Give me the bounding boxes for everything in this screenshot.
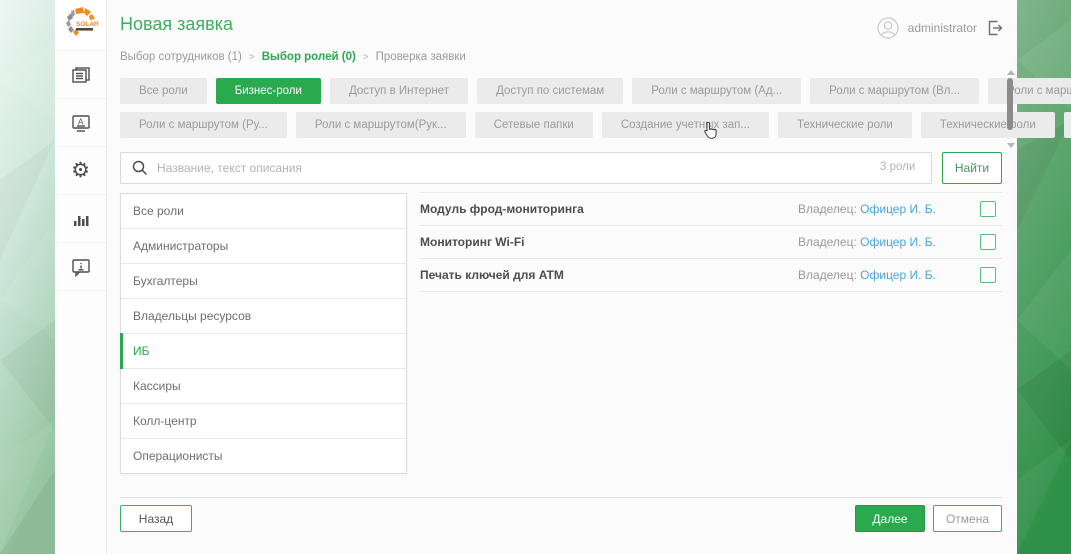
page-title: Новая заявка: [120, 14, 233, 34]
documents-icon: [71, 66, 90, 83]
role-owner: Владелец: Офицер И. Б.: [798, 235, 936, 249]
scroll-up-arrow-icon[interactable]: [1006, 70, 1015, 75]
owner-link[interactable]: Офицер И. Б.: [860, 235, 936, 249]
filter-tab-technical-roles-2[interactable]: Технические роли: [920, 112, 1055, 138]
role-name: Печать ключей для ATM: [420, 268, 564, 282]
filter-tab-route-ru1[interactable]: Роли с маршрутом (Ру...: [988, 78, 1071, 104]
filter-tabs-row2: Роли с маршрутом (Ру... Роли с маршрутом…: [120, 112, 1071, 138]
category-item-operators[interactable]: Операционисты: [121, 439, 406, 473]
role-name: Мониторинг Wi-Fi: [420, 235, 525, 249]
cancel-button[interactable]: Отмена: [933, 505, 1002, 532]
category-item-resource-owners[interactable]: Владельцы ресурсов: [121, 299, 406, 334]
role-row[interactable]: Печать ключей для ATM Владелец: Офицер И…: [420, 259, 1002, 292]
app-logo[interactable]: SOLAR: [55, 0, 106, 51]
sidebar-item-statistics[interactable]: [55, 195, 106, 243]
category-item-all-roles[interactable]: Все роли: [121, 194, 406, 229]
solar-logo-icon: SOLAR: [65, 7, 99, 36]
owner-label: Владелец:: [797, 268, 857, 282]
role-checkbox[interactable]: [980, 267, 996, 283]
breadcrumb-separator: >: [362, 51, 369, 63]
gear-icon: ⚙: [71, 158, 90, 182]
role-owner: Владелец: Офицер И. Б.: [798, 268, 936, 282]
role-row[interactable]: Модуль фрод-мониторинга Владелец: Офицер…: [420, 193, 1002, 226]
statistics-icon: [73, 215, 88, 226]
sidebar-item-resources[interactable]: A: [55, 99, 106, 147]
username-label: administrator: [907, 21, 977, 35]
category-list: Все роли Администраторы Бухгалтеры Владе…: [120, 193, 407, 474]
next-button[interactable]: Далее: [855, 505, 925, 532]
filter-tab-all-roles[interactable]: Все роли: [120, 78, 207, 104]
display-icon: A: [71, 114, 90, 132]
roles-list: Модуль фрод-мониторинга Владелец: Офицер…: [420, 192, 1002, 292]
category-item-administrators[interactable]: Администраторы: [121, 229, 406, 264]
breadcrumb-step-roles[interactable]: Выбор ролей (0): [261, 51, 356, 63]
role-owner: Владелец: Офицер И. Б.: [798, 202, 936, 216]
tabs-scrollbar[interactable]: [1006, 70, 1015, 148]
role-checkbox[interactable]: [980, 201, 996, 217]
user-avatar-icon: [876, 17, 899, 39]
svg-text:A: A: [78, 117, 84, 126]
filter-tab-account-creation[interactable]: Создание учетных зап...: [601, 112, 769, 138]
filter-tabs-row1: Все роли Бизнес-роли Доступ в Интернет Д…: [120, 78, 1071, 104]
sidebar-item-requests[interactable]: [55, 51, 106, 99]
filter-tab-route-vl[interactable]: Роли с маршрутом (Вл...: [810, 78, 980, 104]
filter-tab-network-folders[interactable]: Сетевые папки: [474, 112, 593, 138]
footer-divider: [120, 497, 1002, 498]
left-poly-background: [0, 0, 55, 554]
filter-tab-business-roles[interactable]: Бизнес-роли: [215, 78, 321, 104]
find-button[interactable]: Найти: [942, 152, 1002, 184]
sidebar-item-settings[interactable]: ⚙: [55, 147, 106, 195]
sidebar: SOLAR A ⚙: [55, 0, 107, 554]
owner-link[interactable]: Офицер И. Б.: [860, 268, 936, 282]
scroll-down-arrow-icon[interactable]: [1006, 143, 1015, 148]
user-block: administrator: [876, 16, 1005, 40]
back-button[interactable]: Назад: [120, 505, 192, 532]
owner-link[interactable]: Офицер И. Б.: [860, 202, 936, 216]
breadcrumb: Выбор сотрудников (1) > Выбор ролей (0) …: [120, 51, 466, 63]
role-checkbox[interactable]: [980, 234, 996, 250]
filter-tab-internet-access[interactable]: Доступ в Интернет: [329, 78, 469, 104]
logout-icon[interactable]: [985, 18, 1005, 38]
feedback-icon: [71, 258, 90, 277]
category-item-accountants[interactable]: Бухгалтеры: [121, 264, 406, 299]
category-item-cashiers[interactable]: Кассиры: [121, 369, 406, 404]
category-item-call-center[interactable]: Колл-центр: [121, 404, 406, 439]
sidebar-item-feedback[interactable]: [55, 243, 106, 291]
breadcrumb-separator: >: [248, 51, 255, 63]
results-count-label: 3 роли: [880, 161, 916, 173]
filter-tab-technical-roles-1[interactable]: Технические роли: [777, 112, 912, 138]
svg-text:SOLAR: SOLAR: [76, 21, 99, 28]
breadcrumb-step-employees[interactable]: Выбор сотрудников (1): [120, 51, 242, 63]
breadcrumb-step-review[interactable]: Проверка заявки: [375, 51, 466, 63]
role-row[interactable]: Мониторинг Wi-Fi Владелец: Офицер И. Б.: [420, 226, 1002, 259]
search-input[interactable]: [120, 152, 932, 184]
filter-tab-route-ru2[interactable]: Роли с маршрутом (Ру...: [120, 112, 287, 138]
scrollbar-thumb[interactable]: [1007, 78, 1013, 130]
filter-tab-route-ad[interactable]: Роли с маршрутом (Ад...: [632, 78, 802, 104]
owner-label: Владелец:: [797, 202, 857, 216]
role-name: Модуль фрод-мониторинга: [420, 202, 584, 216]
filter-tab-functional-roles[interactable]: Функциональные рол...: [1063, 112, 1071, 138]
main-content: Новая заявка administrator Выбор сотрудн…: [107, 0, 1071, 554]
owner-label: Владелец:: [797, 235, 857, 249]
filter-tab-route-ruk[interactable]: Роли с маршрутом(Рук...: [295, 112, 466, 138]
category-item-ib[interactable]: ИБ: [120, 333, 406, 369]
filter-tab-system-access[interactable]: Доступ по системам: [477, 78, 624, 104]
